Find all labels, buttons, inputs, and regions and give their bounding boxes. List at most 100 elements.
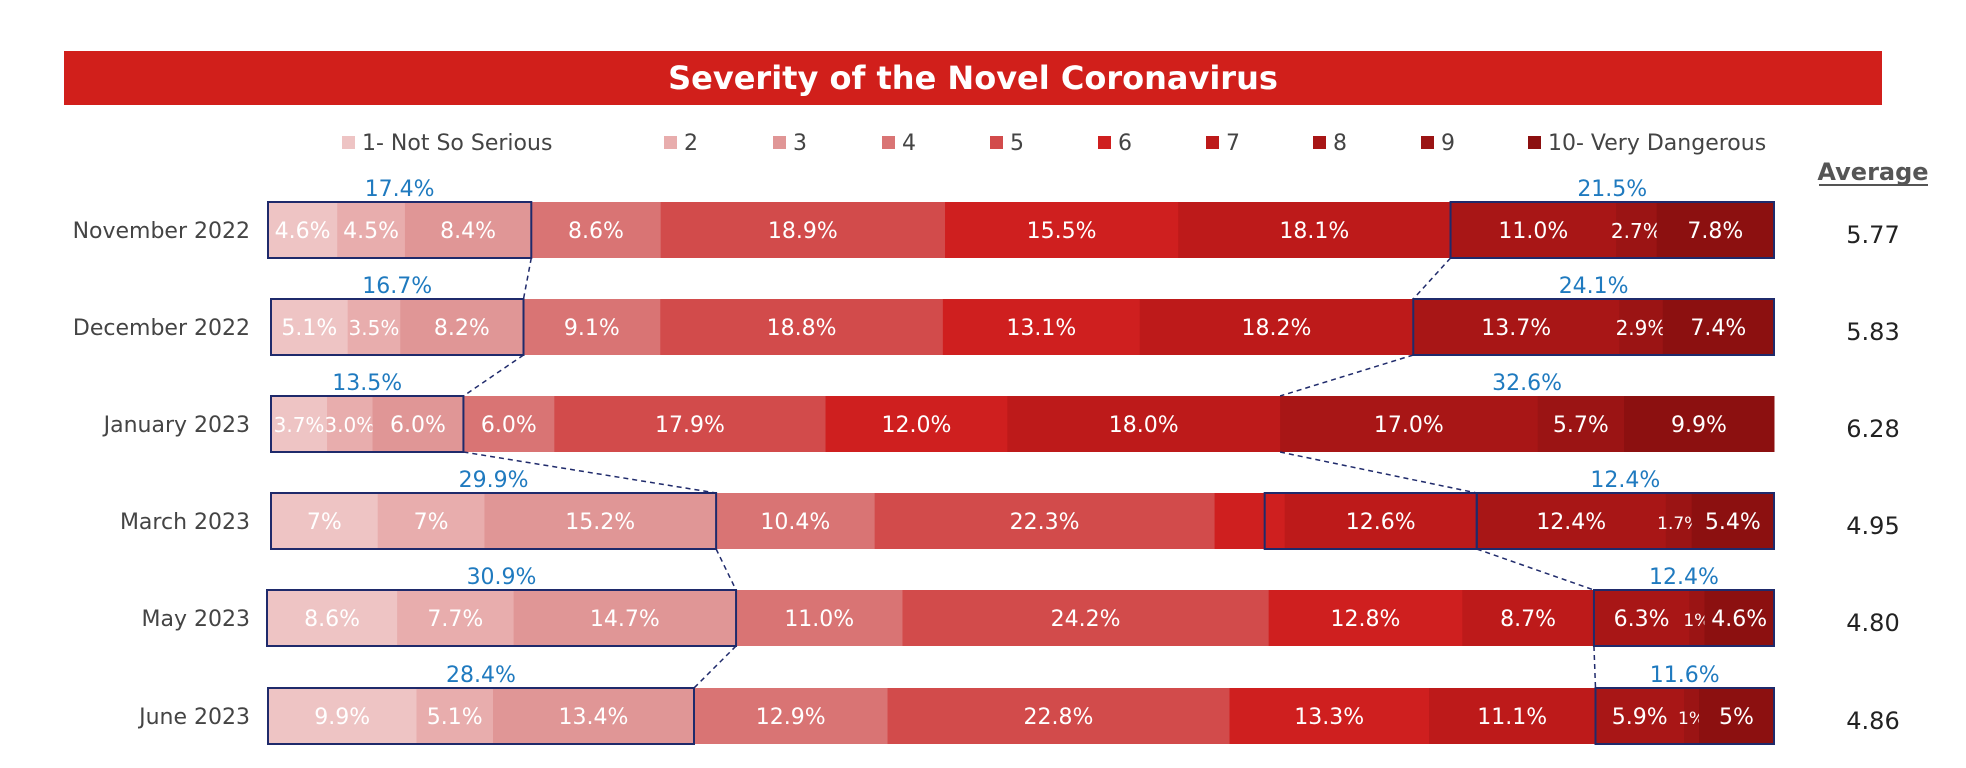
low-group-label-2: 16.7% [362, 274, 432, 299]
bar-march-2023-s7 [1284, 493, 1478, 549]
bar-december-2022-s1 [271, 299, 349, 355]
bar-label-may-2023-s9: 1% [1683, 611, 1710, 631]
low-connector-5 [693, 645, 737, 689]
bar-label-june-2023-s7: 11.1% [1477, 705, 1547, 730]
legend-label-3: 3 [793, 131, 807, 156]
legend-swatch-2 [664, 136, 677, 149]
bar-label-january-2023-s1: 3.7% [274, 413, 325, 437]
high-connector-2 [1279, 354, 1414, 397]
bar-label-march-2023-s7: 12.6% [1346, 510, 1416, 535]
legend-label-9: 9 [1441, 131, 1455, 156]
bar-label-january-2023-s6: 12.0% [881, 413, 951, 438]
chart-title-bar: Severity of the Novel Coronavirus [64, 51, 1882, 105]
bar-label-november-2022-s4: 8.6% [568, 219, 624, 244]
category-label-3: January 2023 [102, 413, 250, 438]
bar-march-2023-s3 [484, 493, 717, 549]
bar-label-march-2023-s5: 22.3% [1010, 510, 1080, 535]
legend-label-5: 5 [1010, 131, 1024, 156]
bar-november-2022-s5 [660, 202, 946, 258]
bar-label-june-2023-s5: 22.8% [1024, 705, 1094, 730]
legend-swatch-4 [882, 136, 895, 149]
bar-label-november-2022-s2: 4.5% [343, 219, 399, 244]
bar-label-june-2023-s8: 5.9% [1612, 705, 1668, 730]
bar-december-2022-s3 [400, 299, 525, 355]
bar-january-2023-s10 [1624, 396, 1775, 452]
category-label-2: December 2022 [73, 316, 250, 341]
bar-label-march-2023-s10: 5.4% [1705, 510, 1761, 535]
average-value-2: 5.83 [1846, 318, 1899, 346]
low-connector-1 [522, 257, 533, 300]
bar-november-2022-s1 [268, 202, 338, 258]
bar-label-december-2022-s10: 7.4% [1690, 316, 1746, 341]
bar-label-december-2022-s8: 13.7% [1481, 316, 1551, 341]
bar-label-november-2022-s7: 18.1% [1279, 219, 1349, 244]
bar-label-march-2023-s1: 7% [307, 510, 342, 535]
category-label-4: March 2023 [120, 510, 250, 535]
bar-label-may-2023-s4: 11.0% [784, 607, 854, 632]
bar-label-january-2023-s9: 5.7% [1553, 413, 1609, 438]
high-group-label-6: 11.6% [1650, 663, 1720, 688]
bar-november-2022-s6 [945, 202, 1179, 258]
bar-label-march-2023-s3: 15.2% [565, 510, 635, 535]
bar-label-november-2022-s9: 2.7% [1611, 219, 1662, 243]
bar-june-2023-s10 [1699, 688, 1775, 744]
bar-may-2023-s2 [397, 590, 515, 646]
legend-swatch-7 [1206, 136, 1219, 149]
bar-december-2022-s9 [1619, 299, 1664, 355]
bar-label-march-2023-s2: 7% [414, 510, 449, 535]
legend-swatch-10 [1528, 136, 1541, 149]
bar-march-2023-s2 [377, 493, 485, 549]
bar-label-march-2023-s9: 1.7% [1657, 514, 1700, 534]
bar-may-2023-s5 [902, 590, 1270, 646]
bar-march-2023-s6 [1214, 493, 1286, 549]
bar-label-may-2023-s2: 7.7% [427, 607, 483, 632]
bar-label-december-2022-s2: 3.5% [349, 316, 400, 340]
bar-june-2023-s9 [1684, 688, 1700, 744]
high-group-label-3: 32.6% [1492, 371, 1562, 396]
bar-december-2022-s8 [1413, 299, 1620, 355]
high-group-box-6 [1594, 687, 1775, 745]
bar-label-june-2023-s10: 5% [1719, 705, 1754, 730]
high-group-label-2: 24.1% [1559, 274, 1629, 299]
bar-january-2023-s5 [554, 396, 827, 452]
bar-may-2023-s8 [1593, 590, 1690, 646]
bar-label-may-2023-s1: 8.6% [304, 607, 360, 632]
bar-december-2022-s2 [347, 299, 401, 355]
high-group-box-2 [1412, 298, 1776, 356]
bar-label-june-2023-s1: 9.9% [314, 705, 370, 730]
category-label-6: June 2023 [137, 705, 250, 730]
high-group-box-march-inner [1263, 492, 1478, 550]
category-label-5: May 2023 [142, 607, 250, 632]
bar-label-june-2023-s2: 5.1% [427, 705, 483, 730]
low-connector-2 [462, 354, 524, 397]
bar-may-2023-s4 [736, 590, 903, 646]
bar-label-december-2022-s3: 8.2% [434, 316, 490, 341]
legend-label-8: 8 [1333, 131, 1347, 156]
legend-swatch-1 [342, 136, 355, 149]
bar-label-january-2023-s8: 17.0% [1374, 413, 1444, 438]
bar-december-2022-s5 [660, 299, 944, 355]
bar-label-december-2022-s4: 9.1% [564, 316, 620, 341]
category-label-1: November 2022 [73, 219, 250, 244]
bar-may-2023-s9 [1689, 590, 1705, 646]
low-group-box-2 [270, 298, 525, 356]
bar-label-december-2022-s9: 2.9% [1616, 316, 1667, 340]
bar-march-2023-s5 [874, 493, 1216, 549]
legend-swatch-9 [1421, 136, 1434, 149]
bar-label-november-2022-s1: 4.6% [275, 219, 331, 244]
legend-swatch-8 [1313, 136, 1326, 149]
low-group-label-4: 29.9% [459, 468, 529, 493]
bar-january-2023-s2 [327, 396, 374, 452]
bar-november-2022-s9 [1616, 202, 1658, 258]
low-group-box-1 [267, 201, 533, 259]
legend-swatch-5 [990, 136, 1003, 149]
average-value-4: 4.95 [1846, 512, 1899, 540]
low-group-box-3 [270, 395, 465, 453]
bar-january-2023-s3 [372, 396, 464, 452]
average-value-1: 5.77 [1846, 221, 1899, 249]
bar-label-january-2023-s7: 18.0% [1109, 413, 1179, 438]
bar-label-december-2022-s6: 13.1% [1006, 316, 1076, 341]
legend-label-7: 7 [1226, 131, 1240, 156]
high-connector-4 [1476, 548, 1595, 591]
bar-label-december-2022-s7: 18.2% [1242, 316, 1312, 341]
